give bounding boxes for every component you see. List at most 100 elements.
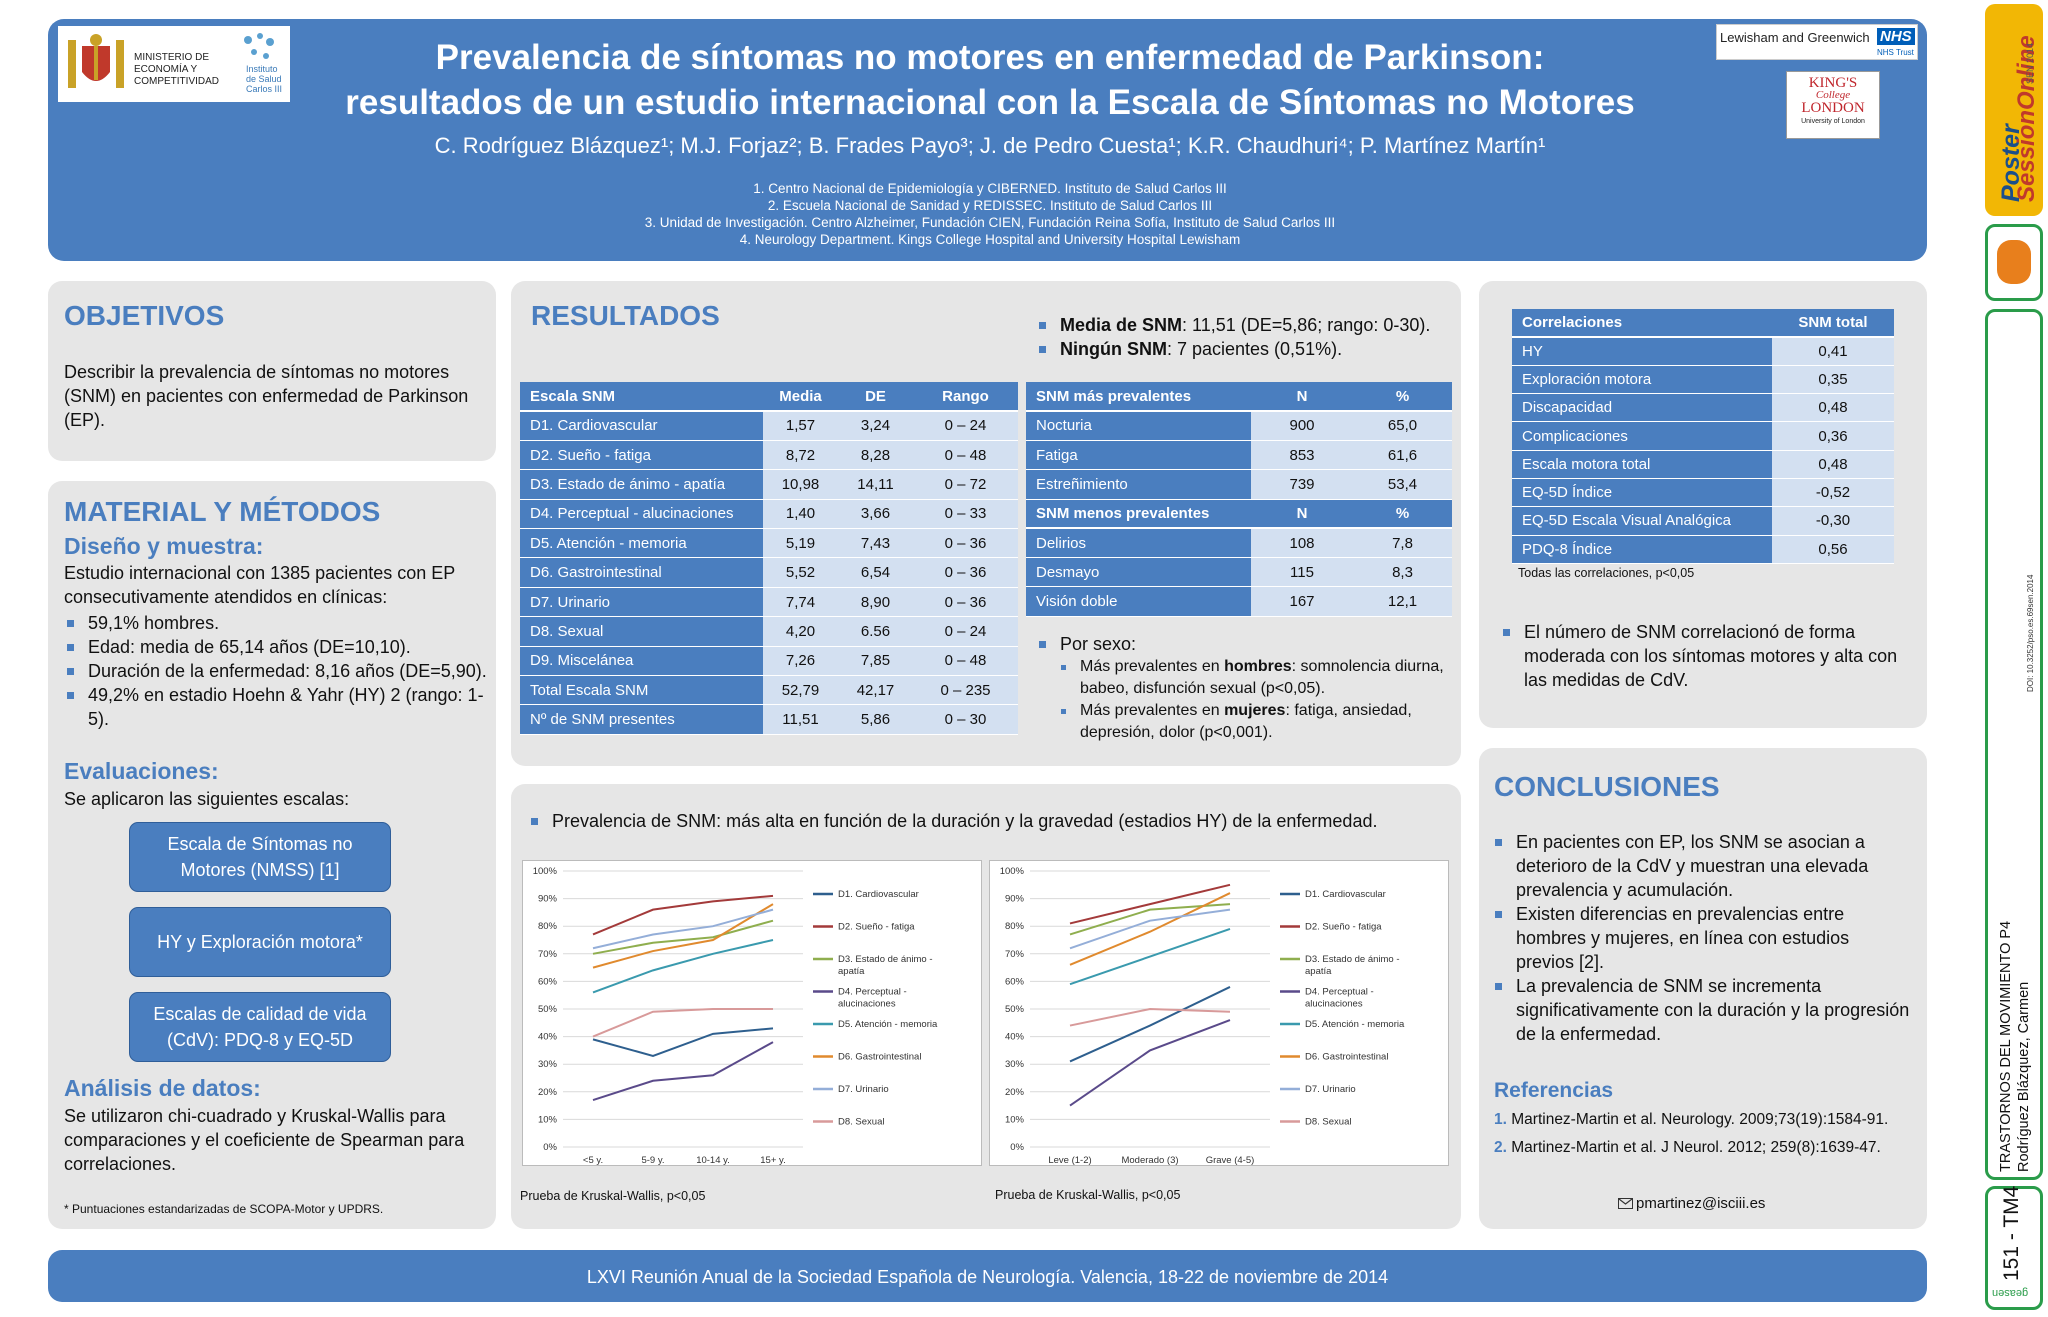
table-cell: 0 – 48 — [913, 646, 1018, 677]
table-cell: 0 – 24 — [913, 616, 1018, 647]
y-tick-label: 20% — [1005, 1087, 1025, 1098]
table-cell: 53,4 — [1353, 469, 1452, 500]
table-row-label: Fatiga — [1026, 440, 1251, 471]
table-row-label: D6. Gastrointestinal — [520, 557, 763, 588]
x-tick-label: Moderado (3) — [1121, 1155, 1178, 1166]
nhs-badge: NHS — [1877, 28, 1915, 45]
y-tick-label: 80% — [538, 921, 558, 932]
table-cell: 8,90 — [838, 587, 913, 618]
table-row: HY 0,41 — [1512, 337, 1894, 366]
evaluaciones-text: Se aplicaron las siguientes escalas: — [64, 789, 350, 809]
table-row-label: Escala motora total — [1512, 450, 1772, 479]
table-row: D3. Estado de ánimo - apatía 10,98 14,11 0 … — [520, 469, 1018, 500]
y-tick-label: 30% — [538, 1059, 558, 1070]
session-name: TRASTORNOS DEL MOVIMIENTO P4 — [1998, 920, 2014, 1172]
reference-1: 1. Martinez-Martin et al. Neurology. 200… — [1494, 1111, 1889, 1128]
table-cell: 5,86 — [838, 704, 913, 735]
table-row: Desmayo 115 8,3 — [1026, 557, 1452, 588]
table-cell: 0,56 — [1772, 535, 1894, 564]
table-row-label: Exploración motora — [1512, 365, 1772, 395]
doi-text: DOI: 10.3252/pso.es.69sen.2014 — [2026, 574, 2035, 692]
table-row: D4. Perceptual - alucinaciones 1,40 3,66 0 … — [520, 499, 1018, 530]
series-line — [1069, 928, 1231, 986]
table-cell: 0 – 48 — [913, 440, 1018, 471]
diseno-bullets: 59,1% hombres. Edad: media de 65,14 años… — [64, 611, 489, 731]
series-line — [592, 1041, 774, 1102]
legend-label: D1. Cardiovascular — [838, 889, 919, 900]
table-cell: 0,48 — [1772, 450, 1894, 479]
table-cell: 3,24 — [838, 411, 913, 441]
series-line — [1069, 892, 1231, 966]
chart-gravedad-svg: 0% 10% 20% 30% 40% 50% 60% 70% 80% 90% 100% Leve (1… — [1000, 866, 1405, 1166]
spain-coat-of-arms-icon — [64, 32, 128, 96]
table-row: Total Escala SNM 52,79 42,17 0 – 235 — [520, 675, 1018, 706]
poster-title-line2: resultados de un estudio internacional c… — [345, 83, 1635, 122]
legend-label: D6. Gastrointestinal — [838, 1052, 921, 1063]
table-cell: 52,79 — [763, 675, 838, 706]
y-tick-label: 70% — [1005, 949, 1025, 960]
table-cell: 853 — [1251, 440, 1353, 471]
series-line — [1069, 1019, 1231, 1107]
series-line — [1069, 883, 1231, 925]
metodos-title: MATERIAL Y MÉTODOS — [64, 496, 381, 527]
table-row: D1. Cardiovascular 1,57 3,24 0 – 24 — [520, 411, 1018, 441]
table-row: Delirios 108 7,8 — [1026, 528, 1452, 559]
objetivos-title: OBJETIVOS — [64, 300, 225, 331]
table-cell: 0 – 36 — [913, 587, 1018, 618]
analisis-subtitle: Análisis de datos: — [64, 1075, 261, 1101]
series-line — [1069, 986, 1231, 1063]
poster-code-box: 151 - TM4 geasen — [1985, 1186, 2043, 1310]
logo-ministerio: MINISTERIO DE ECONOMÍA Y COMPETITIVIDAD … — [58, 26, 290, 102]
series-line — [1069, 903, 1231, 936]
table-row: EQ-5D Escala Visual Analógica -0,30 — [1512, 506, 1894, 536]
list-item: Media de SNM: 11,51 (DE=5,86; rango: 0-3… — [1036, 313, 1456, 337]
table-cell: 1,40 — [763, 499, 838, 530]
table-header: DE — [838, 382, 913, 412]
table-row: Complicaciones 0,36 — [1512, 421, 1894, 451]
y-tick-label: 10% — [538, 1114, 558, 1125]
chart-duracion-note: Prueba de Kruskal-Wallis, p<0,05 — [520, 1189, 706, 1203]
list-item: 59,1% hombres. — [64, 611, 489, 635]
isciii-icon — [238, 30, 282, 64]
table-cell: 12,1 — [1353, 586, 1452, 617]
table-cell: % — [1353, 499, 1452, 530]
y-tick-label: 10% — [1005, 1114, 1025, 1125]
table-cell: % — [1353, 382, 1452, 412]
table-row: D8. Sexual 4,20 6.56 0 – 24 — [520, 616, 1018, 647]
table-cell: 8,72 — [763, 440, 838, 471]
list-item: 49,2% en estadio Hoehn & Yahr (HY) 2 (ra… — [64, 683, 489, 731]
footer-banner — [48, 1250, 1927, 1302]
legend-label: D2. Sueño - fatiga — [1305, 922, 1382, 933]
legend-label: D2. Sueño - fatiga — [838, 922, 915, 933]
table-row-label: Discapacidad — [1512, 393, 1772, 423]
legend-label: D4. Perceptual - — [838, 987, 907, 998]
series-line — [592, 939, 774, 994]
x-tick-label: Grave (4-5) — [1206, 1155, 1255, 1166]
table-row-label: SNM más prevalentes — [1026, 382, 1251, 412]
table-row-label: D4. Perceptual - alucinaciones — [520, 499, 763, 530]
table-row-label: D3. Estado de ánimo - apatía — [520, 469, 763, 500]
table-cell: 0,48 — [1772, 393, 1894, 423]
poster-title-line1: Prevalencia de síntomas no motores en en… — [435, 38, 1545, 77]
series-line — [1069, 1007, 1231, 1027]
list-item: En pacientes con EP, los SNM se asocian … — [1492, 830, 1912, 902]
table-row: SNM menos prevalentes N% — [1026, 499, 1452, 530]
table-row: D2. Sueño - fatiga 8,72 8,28 0 – 48 — [520, 440, 1018, 471]
legend-label: D1. Cardiovascular — [1305, 889, 1386, 900]
chart-gravedad: 0% 10% 20% 30% 40% 50% 60% 70% 80% 90% 100% Leve (1… — [989, 860, 1449, 1166]
conclusiones-bullets: En pacientes con EP, los SNM se asocian … — [1492, 830, 1912, 1046]
x-tick-label: Leve (1-2) — [1048, 1155, 1091, 1166]
table-cell: 0 – 72 — [913, 469, 1018, 500]
table-row-label: D9. Miscelánea — [520, 646, 763, 677]
table-row: D6. Gastrointestinal 5,52 6,54 0 – 36 — [520, 557, 1018, 588]
table-cell: 115 — [1251, 557, 1353, 588]
table-cell: 5,19 — [763, 528, 838, 559]
contact-email[interactable]: pmartinez@isciii.es — [1618, 1195, 1765, 1212]
table-header: Rango — [913, 382, 1018, 412]
table-cell: 0 – 235 — [913, 675, 1018, 706]
table-cell: 10,98 — [763, 469, 838, 500]
series-line — [1069, 908, 1231, 950]
logo-ministerio-text: MINISTERIO DE ECONOMÍA Y COMPETITIVIDAD — [134, 52, 220, 87]
y-tick-label: 80% — [1005, 921, 1025, 932]
list-item: El número de SNM correlacionó de forma m… — [1500, 620, 1910, 692]
